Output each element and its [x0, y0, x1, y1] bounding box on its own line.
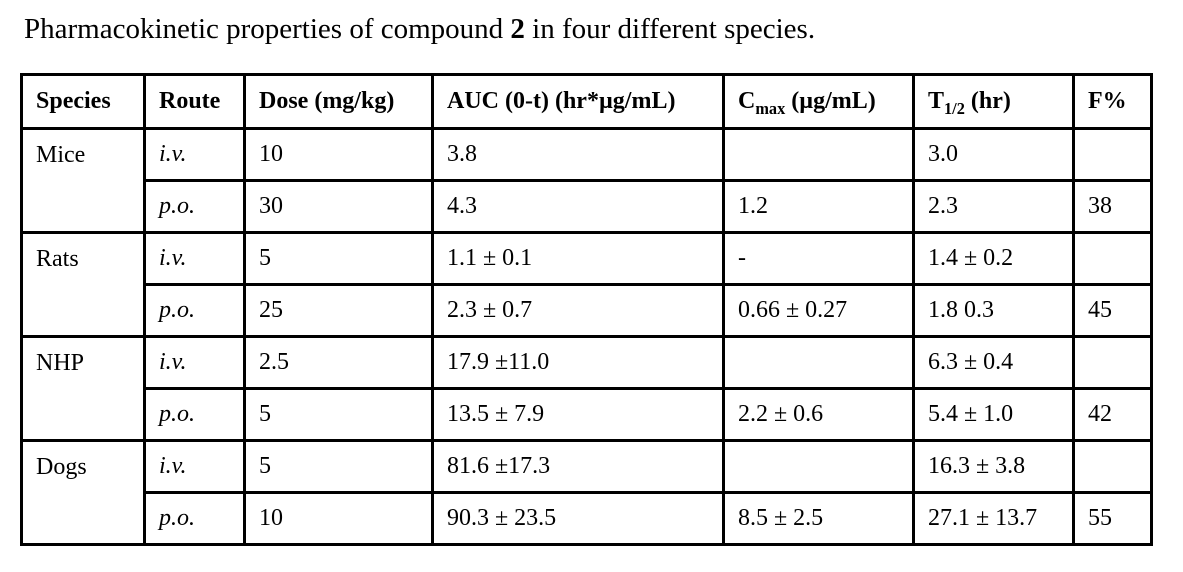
t12-cell: 6.3 ± 0.4: [912, 334, 1075, 390]
cmax-cell: [722, 126, 915, 182]
cmax-symbol: C: [738, 87, 756, 114]
t12-cell: 16.3 ± 3.8: [912, 438, 1075, 494]
t12-subscript: 1/2: [944, 98, 965, 118]
header-row: Species Route Dose (mg/kg) AUC (0-t) (hr…: [20, 72, 1153, 130]
cmax-cell: 1.2: [722, 178, 915, 234]
auc-cell: 17.9 ±11.0: [431, 334, 725, 390]
route-cell: p.o.: [143, 282, 246, 338]
f-cell: 42: [1072, 386, 1153, 442]
t12-symbol: T: [928, 87, 945, 114]
col-header-route: Route: [143, 72, 246, 130]
f-cell: [1072, 230, 1153, 286]
auc-cell: 90.3 ± 23.5: [431, 490, 725, 546]
auc-cell: 1.1 ± 0.1: [431, 230, 725, 286]
t12-units: (hr): [964, 87, 1011, 114]
t12-cell: 5.4 ± 1.0: [912, 386, 1075, 442]
species-cell-mice: Mice: [20, 126, 146, 234]
dose-cell: 10: [243, 126, 434, 182]
t12-cell: 1.8 0.3: [912, 282, 1075, 338]
route-cell: i.v.: [143, 126, 246, 182]
t12-cell: 1.4 ± 0.2: [912, 230, 1075, 286]
dose-cell: 30: [243, 178, 434, 234]
t12-cell: 3.0: [912, 126, 1075, 182]
col-header-cmax: Cmax (µg/mL): [722, 72, 915, 130]
cmax-cell: -: [722, 230, 915, 286]
table-row-nhp-po: p.o. 5 13.5 ± 7.9 2.2 ± 0.6 5.4 ± 1.0 42: [22, 386, 1153, 442]
col-header-f: F%: [1072, 72, 1153, 130]
t12-cell: 27.1 ± 13.7: [912, 490, 1075, 546]
cmax-cell: 0.66 ± 0.27: [722, 282, 915, 338]
f-cell: [1072, 438, 1153, 494]
route-cell: p.o.: [143, 386, 246, 442]
table-row-rats-iv: Rats i.v. 5 1.1 ± 0.1 - 1.4 ± 0.2: [20, 230, 1153, 338]
route-cell: p.o.: [143, 490, 246, 546]
auc-cell: 81.6 ±17.3: [431, 438, 725, 494]
f-cell: [1072, 334, 1153, 390]
cmax-cell: 8.5 ± 2.5: [722, 490, 915, 546]
compound-number: 2: [510, 13, 525, 45]
dose-cell: 2.5: [243, 334, 434, 390]
species-cell-rats: Rats: [20, 230, 146, 338]
f-cell: 55: [1072, 490, 1153, 546]
cmax-cell: 2.2 ± 0.6: [722, 386, 915, 442]
route-cell: p.o.: [143, 178, 246, 234]
cmax-subscript: max: [755, 98, 786, 118]
pharmacokinetics-table: Species Route Dose (mg/kg) AUC (0-t) (hr…: [20, 72, 1153, 546]
table-row-mice-iv: Mice i.v. 10 3.8 3.0: [20, 126, 1153, 234]
species-cell-nhp: NHP: [20, 334, 146, 442]
table-row-rats-po: p.o. 25 2.3 ± 0.7 0.66 ± 0.27 1.8 0.3 45: [22, 282, 1153, 338]
col-header-auc: AUC (0-t) (hr*µg/mL): [431, 72, 725, 130]
dose-cell: 5: [243, 438, 434, 494]
t12-cell: 2.3: [912, 178, 1075, 234]
caption-text-pre: Pharmacokinetic properties of compound: [24, 13, 511, 45]
cmax-cell: [722, 334, 915, 390]
cmax-cell: [722, 438, 915, 494]
auc-cell: 4.3: [431, 178, 725, 234]
f-cell: [1072, 126, 1153, 182]
route-cell: i.v.: [143, 230, 246, 286]
col-header-species: Species: [20, 72, 146, 130]
dose-cell: 10: [243, 490, 434, 546]
table-caption: Pharmacokinetic properties of compound 2…: [0, 0, 1183, 47]
f-cell: 38: [1072, 178, 1153, 234]
auc-cell: 3.8: [431, 126, 725, 182]
table-row-dogs-iv: Dogs i.v. 5 81.6 ±17.3 16.3 ± 3.8: [20, 438, 1153, 546]
auc-cell: 13.5 ± 7.9: [431, 386, 725, 442]
col-header-dose: Dose (mg/kg): [243, 72, 434, 130]
species-cell-dogs: Dogs: [20, 438, 146, 546]
dose-cell: 25: [243, 282, 434, 338]
dose-cell: 5: [243, 230, 434, 286]
auc-cell: 2.3 ± 0.7: [431, 282, 725, 338]
cmax-units: (µg/mL): [785, 87, 876, 114]
caption-text-post: in four different species.: [524, 13, 816, 45]
dose-cell: 5: [243, 386, 434, 442]
table-row-nhp-iv: NHP i.v. 2.5 17.9 ±11.0 6.3 ± 0.4: [20, 334, 1153, 442]
route-cell: i.v.: [143, 438, 246, 494]
table-row-mice-po: p.o. 30 4.3 1.2 2.3 38: [22, 178, 1153, 234]
col-header-t12: T1/2 (hr): [912, 72, 1075, 130]
f-cell: 45: [1072, 282, 1153, 338]
route-cell: i.v.: [143, 334, 246, 390]
table-row-dogs-po: p.o. 10 90.3 ± 23.5 8.5 ± 2.5 27.1 ± 13.…: [22, 490, 1153, 546]
